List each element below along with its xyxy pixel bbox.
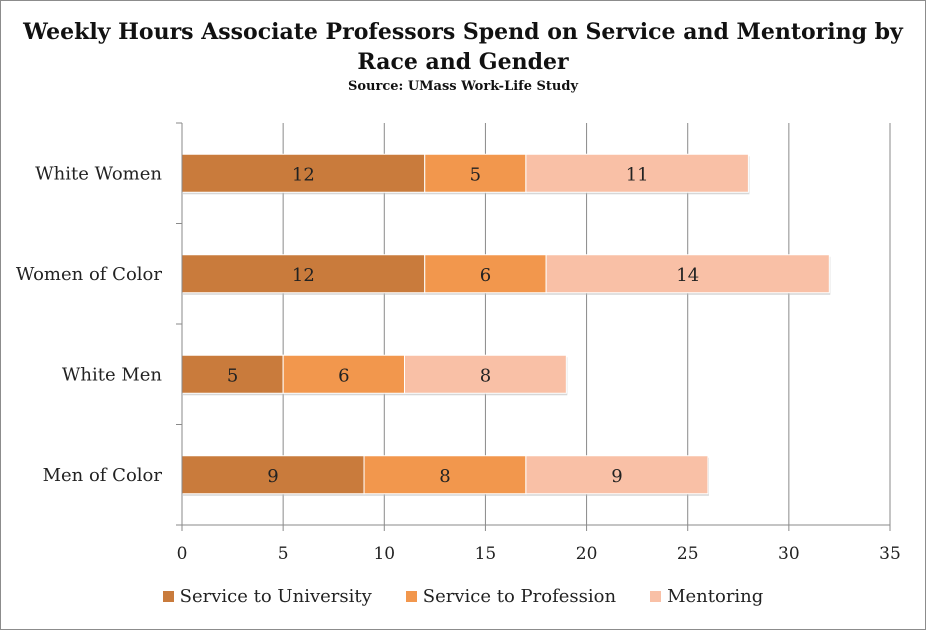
bar-segment bbox=[404, 354, 567, 394]
x-tick-label: 0 bbox=[177, 544, 188, 564]
data-label: 9 bbox=[611, 466, 622, 487]
x-tick-label: 25 bbox=[677, 544, 699, 564]
bar-series: 12 5 11 12 6 14 5 6 8 9 8 9 bbox=[181, 153, 831, 496]
bar-segment bbox=[525, 455, 709, 495]
data-label: 5 bbox=[227, 365, 238, 386]
x-tick-label: 20 bbox=[576, 544, 598, 564]
x-tick-label: 35 bbox=[879, 544, 901, 564]
data-label: 9 bbox=[267, 466, 278, 487]
legend-swatch bbox=[162, 591, 174, 602]
legend-item: Service to University bbox=[162, 586, 372, 607]
legend-swatch bbox=[405, 591, 417, 602]
legend-swatch bbox=[650, 591, 662, 602]
x-tick-label: 30 bbox=[778, 544, 800, 564]
axes: 0 5 10 15 20 25 30 35 White Women Women of Color W… bbox=[16, 122, 901, 564]
data-label: 6 bbox=[480, 265, 491, 286]
data-label: 12 bbox=[292, 265, 315, 286]
data-label: 14 bbox=[676, 265, 699, 286]
legend-label: Mentoring bbox=[667, 586, 764, 607]
category-label: Men of Color bbox=[43, 465, 163, 486]
chart-legend: Service to University Service to Professi… bbox=[1, 586, 925, 607]
category-label: White Men bbox=[62, 364, 163, 385]
chart-subtitle: Source: UMass Work-Life Study bbox=[347, 79, 579, 94]
data-label: 11 bbox=[626, 164, 649, 185]
data-label: 8 bbox=[480, 365, 491, 386]
bar-segment bbox=[181, 455, 365, 495]
data-label: 12 bbox=[292, 164, 315, 185]
data-label: 8 bbox=[439, 466, 450, 487]
bar-segment bbox=[181, 254, 426, 294]
bar-segment bbox=[525, 153, 749, 193]
category-label: Women of Color bbox=[16, 264, 163, 285]
category-label: White Women bbox=[35, 163, 162, 184]
bar-segment bbox=[181, 153, 426, 193]
data-label: 6 bbox=[338, 365, 349, 386]
bar-segment bbox=[545, 254, 830, 294]
bar-segment bbox=[363, 455, 527, 495]
legend-item: Mentoring bbox=[650, 586, 763, 607]
legend-label: Service to University bbox=[179, 586, 372, 607]
chart-title: Weekly Hours Associate Professors Spend … bbox=[23, 19, 903, 75]
bar-segment bbox=[424, 153, 527, 193]
x-tick-label: 5 bbox=[278, 544, 289, 564]
data-label: 5 bbox=[470, 164, 481, 185]
legend-label: Service to Profession bbox=[422, 586, 617, 607]
x-tick-label: 15 bbox=[475, 544, 497, 564]
legend-item: Service to Profession bbox=[405, 586, 617, 607]
x-tick-label: 10 bbox=[373, 544, 395, 564]
